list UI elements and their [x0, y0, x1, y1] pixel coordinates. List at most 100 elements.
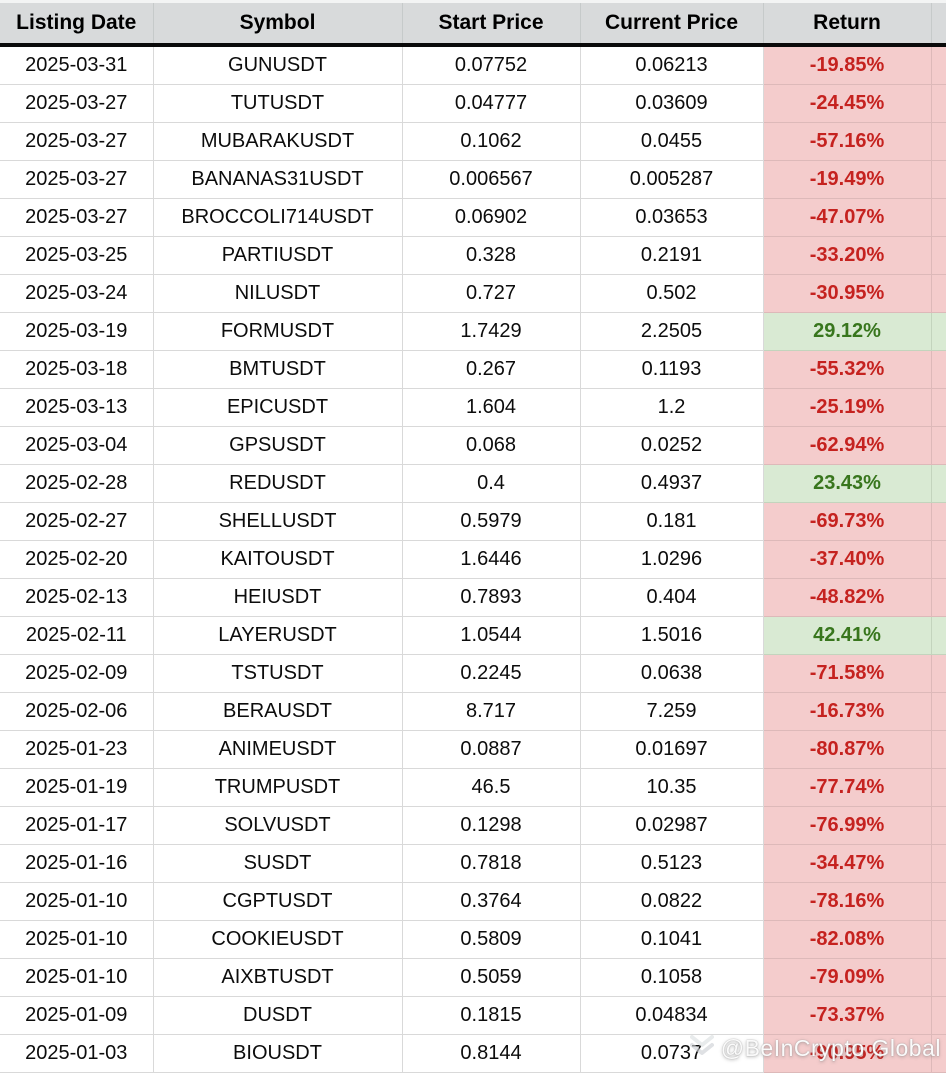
cell-symbol[interactable]: HEIUSDT [152, 578, 403, 617]
cell-symbol[interactable]: BIOUSDT [152, 1034, 403, 1073]
cell-listing-date[interactable]: 2025-03-19 [0, 312, 154, 351]
cell-return[interactable]: -77.74% [762, 768, 932, 807]
cell-return[interactable]: -90.95% [762, 1034, 932, 1073]
cell-start-price[interactable]: 0.1062 [401, 122, 581, 161]
cell-return[interactable]: -34.47% [762, 844, 932, 883]
cell-symbol[interactable]: NILUSDT [152, 274, 403, 313]
cell-listing-date[interactable]: 2025-03-13 [0, 388, 154, 427]
cell-return[interactable]: -76.99% [762, 806, 932, 845]
cell-start-price[interactable]: 8.717 [401, 692, 581, 731]
cell-current-price[interactable]: 0.03609 [579, 84, 764, 123]
cell-return[interactable]: -55.32% [762, 350, 932, 389]
cell-current-price[interactable]: 7.259 [579, 692, 764, 731]
header-return[interactable]: Return [762, 0, 932, 47]
cell-start-price[interactable]: 0.7893 [401, 578, 581, 617]
cell-symbol[interactable]: MUBARAKUSDT [152, 122, 403, 161]
cell-symbol[interactable]: DUSDT [152, 996, 403, 1035]
cell-listing-date[interactable]: 2025-02-11 [0, 616, 154, 655]
cell-return[interactable]: -62.94% [762, 426, 932, 465]
cell-start-price[interactable]: 0.5979 [401, 502, 581, 541]
cell-listing-date[interactable]: 2025-01-09 [0, 996, 154, 1035]
cell-current-price[interactable]: 1.5016 [579, 616, 764, 655]
cell-listing-date[interactable]: 2025-01-17 [0, 806, 154, 845]
cell-symbol[interactable]: BMTUSDT [152, 350, 403, 389]
cell-current-price[interactable]: 0.02987 [579, 806, 764, 845]
cell-start-price[interactable]: 0.4 [401, 464, 581, 503]
cell-start-price[interactable]: 0.1298 [401, 806, 581, 845]
cell-return[interactable]: -73.37% [762, 996, 932, 1035]
cell-symbol[interactable]: BERAUSDT [152, 692, 403, 731]
cell-current-price[interactable]: 1.2 [579, 388, 764, 427]
cell-symbol[interactable]: LAYERUSDT [152, 616, 403, 655]
cell-symbol[interactable]: BROCCOLI714USDT [152, 198, 403, 237]
cell-start-price[interactable]: 0.06902 [401, 198, 581, 237]
cell-listing-date[interactable]: 2025-03-31 [0, 44, 154, 85]
cell-current-price[interactable]: 0.03653 [579, 198, 764, 237]
cell-current-price[interactable]: 0.06213 [579, 44, 764, 85]
cell-symbol[interactable]: TSTUSDT [152, 654, 403, 693]
cell-start-price[interactable]: 0.07752 [401, 44, 581, 85]
cell-listing-date[interactable]: 2025-03-27 [0, 122, 154, 161]
cell-current-price[interactable]: 0.01697 [579, 730, 764, 769]
cell-listing-date[interactable]: 2025-03-04 [0, 426, 154, 465]
cell-current-price[interactable]: 0.0638 [579, 654, 764, 693]
cell-listing-date[interactable]: 2025-01-16 [0, 844, 154, 883]
cell-listing-date[interactable]: 2025-03-27 [0, 198, 154, 237]
cell-current-price[interactable]: 0.1058 [579, 958, 764, 997]
cell-start-price[interactable]: 0.5809 [401, 920, 581, 959]
cell-current-price[interactable]: 0.04834 [579, 996, 764, 1035]
cell-listing-date[interactable]: 2025-01-23 [0, 730, 154, 769]
cell-return[interactable]: -78.16% [762, 882, 932, 921]
cell-listing-date[interactable]: 2025-03-27 [0, 160, 154, 199]
cell-current-price[interactable]: 0.0737 [579, 1034, 764, 1073]
cell-listing-date[interactable]: 2025-03-24 [0, 274, 154, 313]
cell-current-price[interactable]: 0.0455 [579, 122, 764, 161]
cell-return[interactable]: -69.73% [762, 502, 932, 541]
cell-return[interactable]: -24.45% [762, 84, 932, 123]
cell-symbol[interactable]: GUNUSDT [152, 44, 403, 85]
cell-return[interactable]: -71.58% [762, 654, 932, 693]
cell-return[interactable]: -57.16% [762, 122, 932, 161]
cell-return[interactable]: -19.49% [762, 160, 932, 199]
cell-start-price[interactable]: 0.267 [401, 350, 581, 389]
cell-listing-date[interactable]: 2025-03-27 [0, 84, 154, 123]
cell-return[interactable]: -37.40% [762, 540, 932, 579]
cell-start-price[interactable]: 0.727 [401, 274, 581, 313]
cell-listing-date[interactable]: 2025-01-19 [0, 768, 154, 807]
cell-symbol[interactable]: TRUMPUSDT [152, 768, 403, 807]
cell-return[interactable]: -19.85% [762, 44, 932, 85]
cell-start-price[interactable]: 0.328 [401, 236, 581, 275]
cell-current-price[interactable]: 0.181 [579, 502, 764, 541]
cell-symbol[interactable]: GPSUSDT [152, 426, 403, 465]
cell-current-price[interactable]: 0.502 [579, 274, 764, 313]
cell-current-price[interactable]: 0.0252 [579, 426, 764, 465]
cell-current-price[interactable]: 0.1193 [579, 350, 764, 389]
cell-symbol[interactable]: BANANAS31USDT [152, 160, 403, 199]
cell-start-price[interactable]: 1.6446 [401, 540, 581, 579]
header-start-price[interactable]: Start Price [401, 0, 581, 47]
cell-current-price[interactable]: 0.404 [579, 578, 764, 617]
header-listing-date[interactable]: Listing Date [0, 0, 154, 47]
cell-start-price[interactable]: 0.7818 [401, 844, 581, 883]
cell-start-price[interactable]: 0.0887 [401, 730, 581, 769]
cell-symbol[interactable]: CGPTUSDT [152, 882, 403, 921]
cell-symbol[interactable]: FORMUSDT [152, 312, 403, 351]
cell-current-price[interactable]: 0.0822 [579, 882, 764, 921]
cell-listing-date[interactable]: 2025-01-10 [0, 882, 154, 921]
cell-return[interactable]: -33.20% [762, 236, 932, 275]
cell-symbol[interactable]: TUTUSDT [152, 84, 403, 123]
cell-return[interactable]: -80.87% [762, 730, 932, 769]
cell-return[interactable]: -16.73% [762, 692, 932, 731]
cell-return[interactable]: -30.95% [762, 274, 932, 313]
cell-current-price[interactable]: 0.2191 [579, 236, 764, 275]
cell-return[interactable]: -25.19% [762, 388, 932, 427]
cell-return[interactable]: -79.09% [762, 958, 932, 997]
cell-symbol[interactable]: SUSDT [152, 844, 403, 883]
cell-start-price[interactable]: 46.5 [401, 768, 581, 807]
cell-start-price[interactable]: 0.8144 [401, 1034, 581, 1073]
cell-listing-date[interactable]: 2025-01-03 [0, 1034, 154, 1073]
cell-current-price[interactable]: 0.4937 [579, 464, 764, 503]
cell-start-price[interactable]: 0.006567 [401, 160, 581, 199]
cell-symbol[interactable]: REDUSDT [152, 464, 403, 503]
cell-symbol[interactable]: KAITOUSDT [152, 540, 403, 579]
